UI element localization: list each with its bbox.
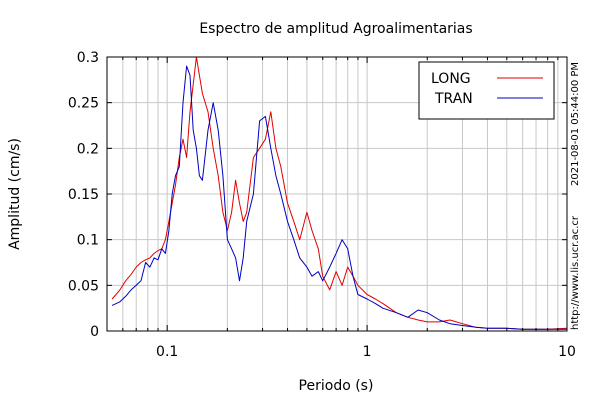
series-line-tran — [111, 65, 567, 330]
y-tick-label: 0.2 — [77, 141, 99, 157]
legend: LONG TRAN — [418, 61, 555, 120]
y-tick-label: 0.1 — [77, 233, 99, 249]
legend-label-long: LONG — [431, 71, 471, 87]
chart-title: Espectro de amplitud Agroalimentarias — [199, 21, 472, 37]
y-axis-label: Amplitud (cm/s) — [7, 138, 23, 250]
x-tick-label: 10 — [558, 344, 576, 360]
x-axis-label: Periodo (s) — [299, 378, 374, 394]
timestamp-label: 2021-08-01 05:44:00 PM — [570, 61, 581, 186]
axis-ticks: 0 0.05 0.1 0.15 0.2 0.25 0.3 0.1 1 10 — [68, 50, 576, 360]
legend-label-tran: TRAN — [434, 91, 473, 107]
y-tick-label: 0.25 — [68, 96, 99, 112]
x-tick-label: 1 — [363, 344, 372, 360]
y-tick-label: 0.15 — [68, 187, 99, 203]
legend-box — [418, 61, 555, 120]
y-tick-label: 0 — [90, 324, 99, 340]
x-tick-label: 0.1 — [156, 344, 178, 360]
series-layer — [111, 56, 568, 330]
y-tick-label: 0.05 — [68, 278, 99, 294]
y-tick-label: 0.3 — [77, 50, 99, 66]
source-url-label: http://www.lis.ucr.ac.cr — [570, 216, 581, 330]
